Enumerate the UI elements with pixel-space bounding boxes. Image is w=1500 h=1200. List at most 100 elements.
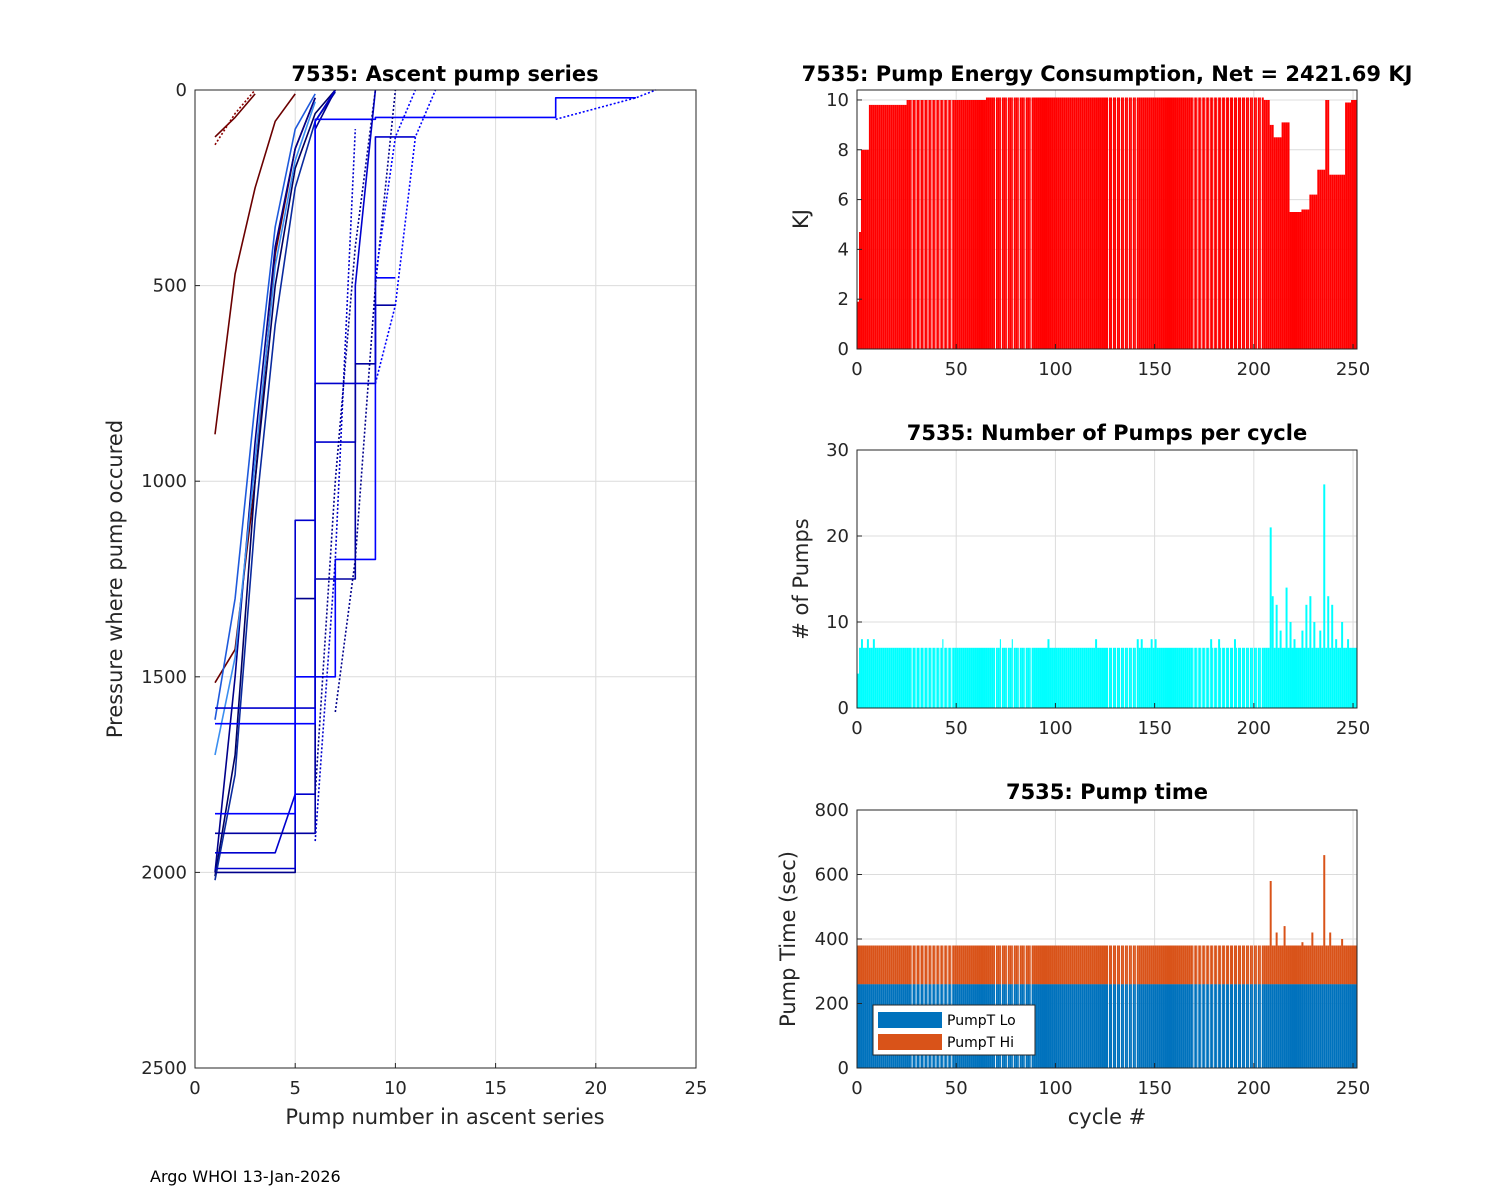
pumptime-lo-bar <box>1051 984 1054 1068</box>
pumps-bar <box>938 647 940 708</box>
ascent-line-cycle-a <box>214 89 336 877</box>
pumps-bar <box>1051 647 1054 708</box>
pumps-bar <box>1118 647 1120 708</box>
pumptime-hi-bar <box>1351 945 1354 985</box>
pumps-bar <box>1107 647 1109 708</box>
pumptime-lo-bar <box>1158 984 1161 1068</box>
pumps-bar <box>914 647 916 708</box>
pumptime-lo-bar <box>1037 984 1040 1068</box>
energy-bar <box>1341 174 1344 349</box>
pumps-bar <box>1122 647 1124 708</box>
energy-bar <box>1017 97 1019 349</box>
pumptime-hi-bar <box>866 945 869 985</box>
ascent-line-cycle-g <box>215 89 336 870</box>
pumps-bar <box>1148 647 1151 708</box>
pumptime-lo-bar <box>1166 984 1169 1068</box>
energy-bar <box>1214 97 1217 349</box>
pumptime-hi-bar <box>1063 945 1066 985</box>
pumps-bar <box>1345 647 1348 708</box>
pumptime-hi-bar <box>1198 945 1201 985</box>
pumptime-hi-bar <box>1061 945 1064 985</box>
pumptime-hi-bar <box>1140 945 1143 985</box>
pumptime-lo-bar <box>1095 984 1098 1068</box>
energy-bar <box>1269 124 1272 350</box>
pumps-bar <box>1277 647 1280 708</box>
pumptime-lo-bar <box>1063 984 1066 1068</box>
ascent-ylabel: Pressure where pump occured <box>103 420 127 738</box>
pumps-bar <box>1053 647 1056 708</box>
energy-xtick-label: 0 <box>851 359 862 380</box>
pumps-bar <box>868 647 871 708</box>
pumps-chart: 0 50 100 150 200 250 0 10 20 30 7535: Number of … <box>789 421 1370 739</box>
energy-bar <box>1303 209 1306 349</box>
energy-bar <box>1037 97 1040 349</box>
pumptime-hi-bar <box>918 945 920 985</box>
pumps-bar <box>970 647 973 708</box>
energy-bar <box>1146 97 1149 349</box>
pumptime-hi-bar <box>1297 945 1300 985</box>
pumps-bar <box>1335 639 1338 708</box>
pumps-bar <box>886 647 889 708</box>
pumptime-hi-bar <box>1279 945 1282 985</box>
energy-bar <box>1305 209 1308 349</box>
pumptime-lo-bar <box>1347 984 1350 1068</box>
pumptime-hi-bar <box>1146 945 1149 985</box>
energy-ytick-label: 2 <box>838 289 849 310</box>
ascent-chart: 0 5 10 15 20 25 0 500 1000 1500 2000 2500 7535: As… <box>103 62 707 1129</box>
pumptime-lo-bar <box>1144 984 1147 1068</box>
pumptime-hi-bar <box>1059 945 1062 985</box>
energy-xticks: 0 50 100 150 200 250 <box>851 344 1370 380</box>
pumptime-hi-bar <box>1313 945 1316 985</box>
pumptime-lo-bar <box>1293 984 1296 1068</box>
pumptime-lo-bar <box>1317 984 1320 1068</box>
pumptime-hi-bar <box>1355 945 1357 985</box>
pumps-bar <box>1249 647 1252 708</box>
energy-xtick-label: 100 <box>1038 359 1072 380</box>
pumptime-hi-bar <box>944 945 947 985</box>
pumptime-hi-bar <box>954 945 957 985</box>
pumptime-hi-bar <box>872 945 875 985</box>
pumps-bar <box>942 639 944 708</box>
pumptime-lo-bar <box>1136 984 1139 1068</box>
ascent-line-dot-a <box>555 89 657 121</box>
energy-bar <box>1053 97 1056 349</box>
pumptime-ytick-label: 800 <box>815 800 849 821</box>
pumptime-yticks: 0 200 400 600 800 <box>815 800 862 1079</box>
energy-bar <box>1122 97 1124 349</box>
pumps-bar <box>1071 647 1074 708</box>
pumptime-lo-bar <box>1273 984 1276 1068</box>
pumps-bar <box>1251 647 1253 708</box>
energy-bar <box>980 100 982 349</box>
energy-bar <box>1057 97 1060 349</box>
pumptime-xtick-label: 250 <box>1336 1078 1370 1099</box>
pumptime-lo-bar <box>1101 984 1104 1068</box>
pumptime-lo-bar <box>1269 984 1272 1068</box>
pumptime-ytick-label: 0 <box>838 1058 849 1079</box>
pumps-bar <box>1337 647 1340 708</box>
pumptime-lo-bar <box>1277 984 1280 1068</box>
energy-bar <box>1345 102 1348 349</box>
pumptime-hi-bar <box>1053 945 1056 985</box>
pumptime-hi-bar <box>1055 945 1058 985</box>
pumps-bar <box>1015 647 1018 708</box>
pumps-bar <box>906 647 909 708</box>
pumps-bar <box>1235 647 1238 708</box>
pumps-bar <box>1259 647 1261 708</box>
energy-bar <box>1011 97 1013 349</box>
pumptime-lo-bar <box>1263 984 1266 1068</box>
pumps-bar <box>872 639 875 708</box>
pumptime-legend: PumpT Lo PumpT Hi <box>872 1004 1036 1056</box>
energy-bar <box>970 100 973 349</box>
pumps-xtick-label: 100 <box>1038 718 1072 739</box>
energy-bar <box>1087 97 1090 349</box>
pumptime-hi-bar <box>860 945 863 985</box>
pumptime-lo-bar <box>1124 984 1127 1068</box>
pumps-bar <box>882 647 885 708</box>
energy-bar <box>1287 122 1290 350</box>
pumps-bar <box>1301 630 1304 708</box>
pumps-bar <box>1325 647 1328 708</box>
pumptime-lo-bar <box>1053 984 1056 1068</box>
pumptime-hi-bar <box>1273 945 1276 985</box>
pumps-bar <box>1124 647 1127 708</box>
ascent-ytick-label: 1000 <box>141 471 187 492</box>
